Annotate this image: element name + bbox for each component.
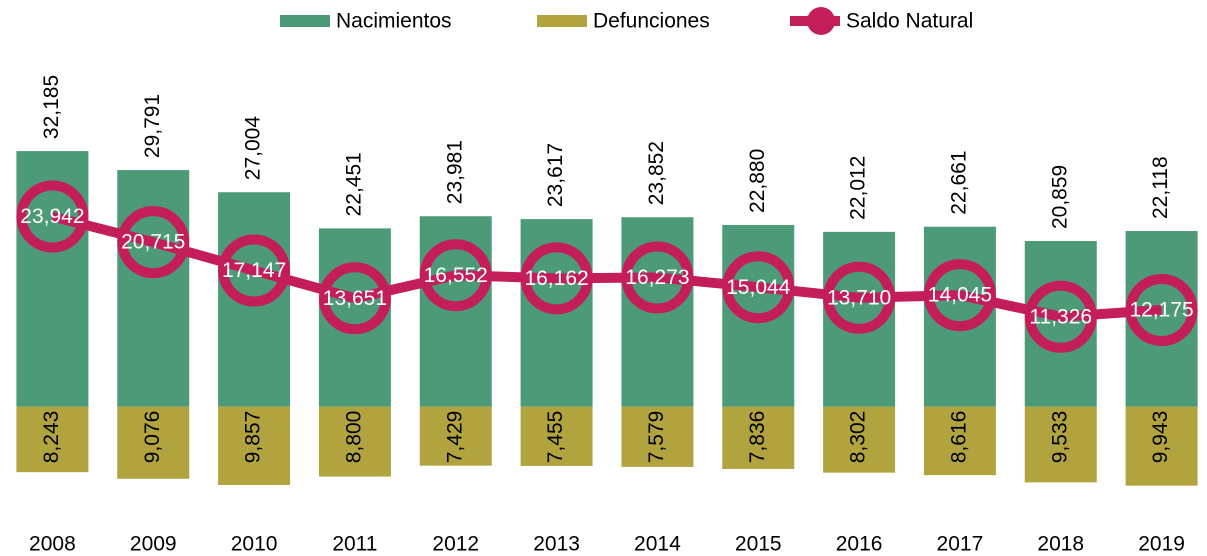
data-label: 16,273 <box>625 266 689 289</box>
data-label: 17,147 <box>222 259 286 282</box>
data-label: 13,710 <box>827 286 891 309</box>
marker <box>520 242 593 315</box>
bar <box>923 406 996 476</box>
data-label: 23,981 <box>443 140 466 204</box>
data-label: 22,880 <box>746 149 769 213</box>
marker <box>823 261 896 334</box>
marker <box>117 206 190 279</box>
bar <box>419 406 492 466</box>
data-label: 23,942 <box>20 205 84 228</box>
data-label: 9,533 <box>1048 411 1071 464</box>
data-label: 22,661 <box>947 150 970 214</box>
legend-label: Defunciones <box>593 10 710 33</box>
data-label: 23,852 <box>645 141 668 205</box>
data-label: 7,429 <box>443 411 466 464</box>
marker <box>1024 280 1097 353</box>
bar <box>218 406 291 485</box>
x-tick-label: 2009 <box>130 533 177 556</box>
bar <box>621 406 694 467</box>
marker <box>16 180 89 253</box>
data-label: 8,800 <box>342 411 365 464</box>
x-tick-label: 2018 <box>1037 533 1084 556</box>
x-tick-label: 2013 <box>533 533 580 556</box>
data-label: 16,162 <box>524 267 588 290</box>
x-tick-label: 2019 <box>1138 533 1185 556</box>
data-label: 13,651 <box>323 287 387 310</box>
data-label: 9,943 <box>1149 411 1172 464</box>
bar <box>117 170 190 407</box>
bar <box>520 406 593 466</box>
x-tick-label: 2010 <box>231 533 278 556</box>
data-label: 15,044 <box>726 276 791 299</box>
data-label: 8,243 <box>40 411 63 464</box>
bar <box>823 406 896 473</box>
data-label: 27,004 <box>242 116 265 181</box>
data-label: 29,791 <box>141 94 164 158</box>
data-label: 12,175 <box>1129 299 1193 322</box>
data-label: 22,451 <box>342 152 365 216</box>
bar <box>318 406 391 477</box>
x-tick-label: 2016 <box>836 533 883 556</box>
bar <box>1125 231 1198 407</box>
marker <box>1125 273 1198 346</box>
marker <box>621 241 694 314</box>
legend-swatch <box>280 15 330 27</box>
line <box>51 211 1162 322</box>
data-label: 8,616 <box>947 411 970 464</box>
legend-marker <box>807 7 835 35</box>
bar <box>722 406 795 469</box>
data-label: 7,455 <box>544 411 567 464</box>
legend-label: Nacimientos <box>336 10 452 33</box>
data-label: 20,859 <box>1048 165 1071 229</box>
bar <box>1024 241 1097 407</box>
bar <box>1024 406 1097 483</box>
x-tick-label: 2012 <box>432 533 479 556</box>
bar <box>16 406 89 473</box>
data-label: 14,045 <box>928 284 992 307</box>
legend-label: Saldo Natural <box>846 10 973 33</box>
bar <box>1125 406 1198 486</box>
data-label: 9,076 <box>141 411 164 464</box>
x-tick-label: 2014 <box>634 533 681 556</box>
data-label: 16,552 <box>424 264 488 287</box>
x-tick-label: 2017 <box>937 533 984 556</box>
legend-swatch <box>537 15 587 27</box>
data-label: 7,579 <box>645 411 668 464</box>
x-tick-label: 2015 <box>735 533 782 556</box>
data-label: 11,326 <box>1029 305 1092 328</box>
data-label: 20,715 <box>121 231 185 254</box>
data-label: 9,857 <box>242 411 265 464</box>
bar <box>117 406 190 479</box>
marker <box>722 251 795 324</box>
marker <box>218 234 291 307</box>
x-tick-label: 2011 <box>332 533 377 556</box>
marker <box>419 239 492 312</box>
data-label: 32,185 <box>40 75 63 139</box>
data-label: 22,012 <box>847 156 870 220</box>
x-tick-label: 2008 <box>29 533 76 556</box>
data-label: 23,617 <box>544 143 567 207</box>
marker <box>923 259 996 332</box>
data-label: 22,118 <box>1149 156 1172 219</box>
data-label: 7,836 <box>746 411 769 464</box>
marker <box>318 262 391 335</box>
data-label: 8,302 <box>847 411 870 464</box>
